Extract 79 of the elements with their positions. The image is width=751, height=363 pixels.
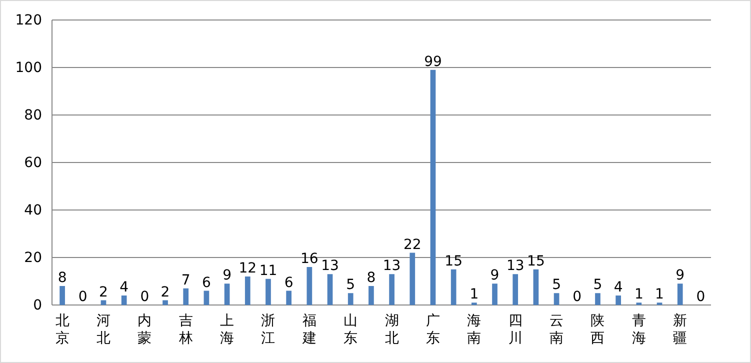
data-label: 5 bbox=[346, 277, 356, 294]
y-tick-label: 0 bbox=[33, 297, 42, 314]
data-label: 8 bbox=[58, 270, 67, 286]
data-label: 13 bbox=[382, 258, 401, 274]
bar bbox=[266, 278, 271, 305]
x-tick-label: 云南 bbox=[550, 313, 564, 346]
data-label: 6 bbox=[284, 274, 294, 291]
x-tick-label: 陕西 bbox=[590, 313, 605, 346]
bar bbox=[183, 288, 189, 305]
bar bbox=[677, 284, 683, 305]
data-label: 4 bbox=[120, 280, 129, 296]
data-label: 13 bbox=[506, 258, 524, 274]
bar bbox=[595, 293, 600, 305]
bar bbox=[533, 269, 539, 305]
y-tick-label: 100 bbox=[15, 60, 42, 76]
bar bbox=[430, 70, 436, 305]
data-label: 15 bbox=[527, 253, 545, 270]
data-label: 1 bbox=[470, 286, 479, 303]
data-label: 0 bbox=[696, 289, 706, 305]
data-label: 13 bbox=[321, 258, 339, 274]
data-label: 0 bbox=[140, 289, 150, 305]
data-label: 0 bbox=[78, 289, 88, 305]
data-label: 2 bbox=[99, 284, 108, 300]
data-label: 1 bbox=[634, 286, 644, 303]
bar bbox=[450, 269, 456, 305]
y-tick-label: 40 bbox=[24, 202, 42, 218]
data-label: 6 bbox=[202, 274, 211, 291]
bar bbox=[554, 293, 560, 305]
y-tick-label: 120 bbox=[15, 12, 42, 28]
bar bbox=[162, 300, 168, 305]
data-label: 9 bbox=[490, 268, 500, 284]
x-tick-label: 上海 bbox=[220, 313, 234, 346]
x-tick-label: 内蒙 bbox=[138, 313, 152, 346]
data-label: 5 bbox=[552, 277, 562, 294]
x-tick-label: 吉林 bbox=[178, 313, 193, 346]
data-label: 2 bbox=[160, 284, 170, 300]
x-tick-label: 山东 bbox=[344, 313, 358, 346]
x-tick-label: 新疆 bbox=[673, 313, 688, 346]
data-label: 99 bbox=[424, 54, 442, 70]
data-label: 11 bbox=[259, 262, 278, 279]
data-label: 4 bbox=[614, 280, 623, 296]
bar bbox=[60, 286, 65, 305]
data-label: 16 bbox=[300, 251, 318, 267]
x-tick-label: 福建 bbox=[301, 313, 316, 346]
x-tick-label: 北京 bbox=[55, 313, 70, 346]
x-tick-label: 广东 bbox=[426, 313, 440, 346]
y-tick-label: 80 bbox=[24, 107, 42, 124]
bar bbox=[244, 276, 250, 305]
x-tick-label: 湖北 bbox=[384, 313, 399, 346]
bar bbox=[492, 284, 498, 305]
data-label: 9 bbox=[676, 268, 685, 284]
bar bbox=[368, 286, 374, 305]
bar bbox=[306, 267, 312, 305]
bar bbox=[410, 252, 416, 305]
bar bbox=[286, 290, 292, 305]
bar bbox=[327, 274, 333, 305]
data-label: 1 bbox=[655, 286, 664, 303]
data-label: 0 bbox=[572, 289, 582, 305]
x-tick-label: 河北 bbox=[96, 313, 110, 346]
bar bbox=[389, 274, 394, 305]
data-label: 15 bbox=[444, 253, 462, 270]
data-label: 12 bbox=[238, 260, 257, 276]
bar bbox=[224, 284, 230, 305]
x-tick-label: 浙江 bbox=[261, 313, 276, 346]
bar bbox=[512, 274, 518, 305]
y-tick-label: 60 bbox=[24, 154, 42, 171]
bar bbox=[204, 290, 210, 305]
data-label: 5 bbox=[593, 277, 602, 294]
y-tick-label: 20 bbox=[24, 250, 42, 266]
bar bbox=[121, 296, 127, 305]
data-label: 22 bbox=[403, 236, 422, 253]
bar bbox=[348, 293, 354, 305]
x-tick-label: 海南 bbox=[467, 313, 482, 346]
data-label: 8 bbox=[366, 270, 376, 286]
bar bbox=[616, 296, 622, 305]
x-tick-label: 青海 bbox=[632, 313, 646, 346]
x-tick-label: 四川 bbox=[508, 313, 522, 346]
data-label: 7 bbox=[181, 272, 190, 288]
data-label: 9 bbox=[222, 268, 232, 284]
